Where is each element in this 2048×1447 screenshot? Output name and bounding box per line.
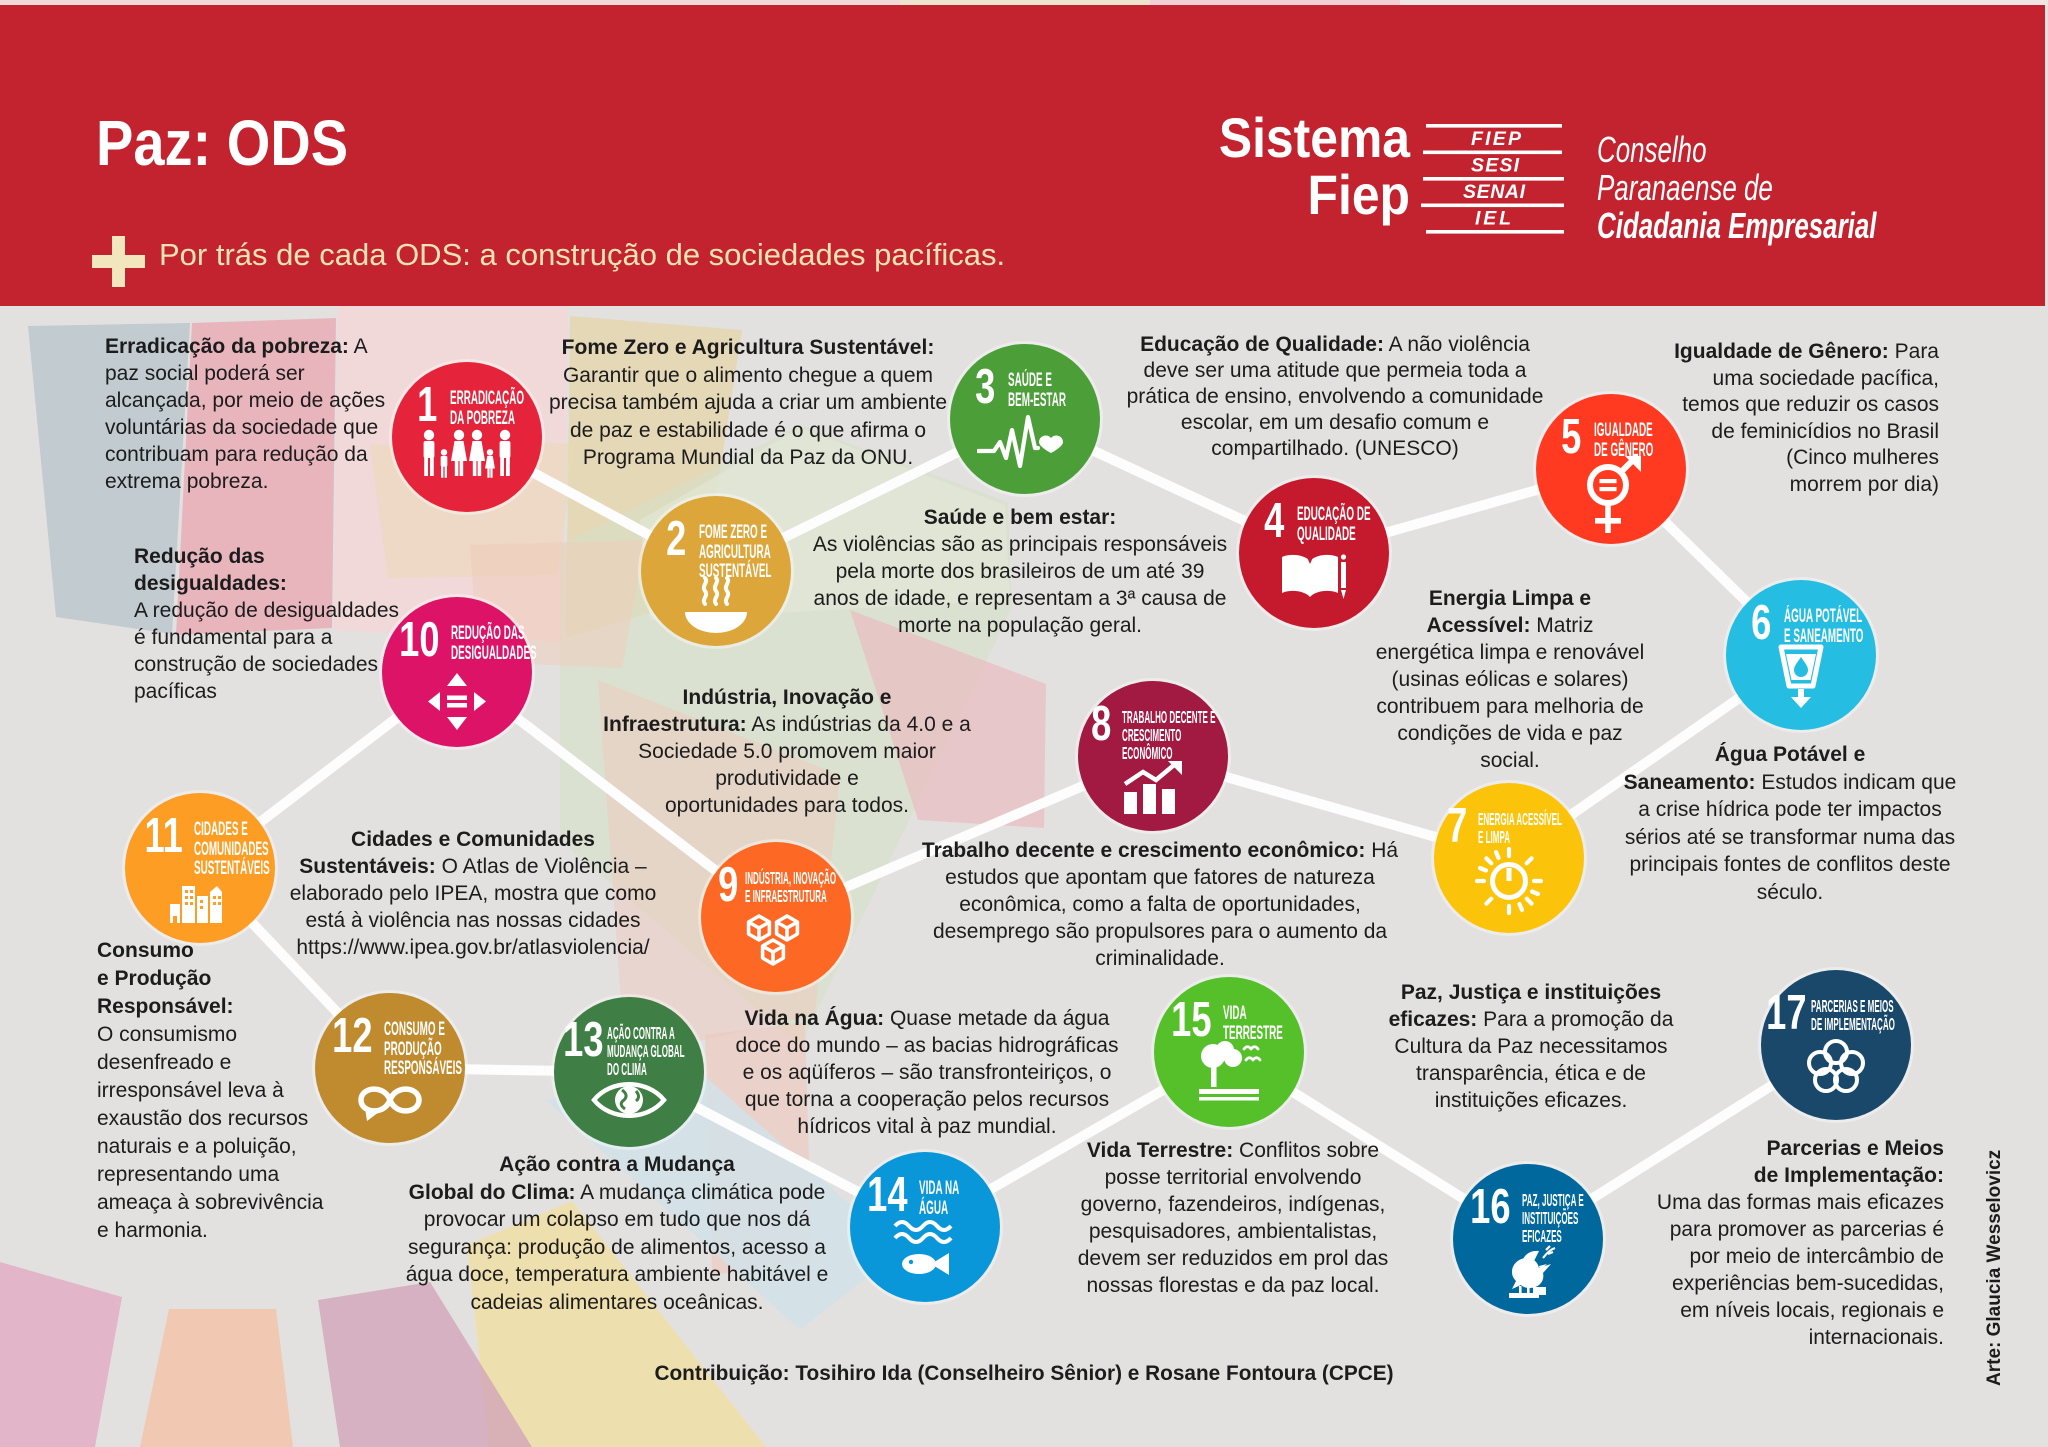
svg-text:SESI: SESI	[1471, 155, 1520, 177]
svg-text:SENAI: SENAI	[1463, 181, 1526, 203]
svg-text:FIEP: FIEP	[1471, 128, 1522, 150]
svg-text:IEL: IEL	[1475, 208, 1511, 230]
